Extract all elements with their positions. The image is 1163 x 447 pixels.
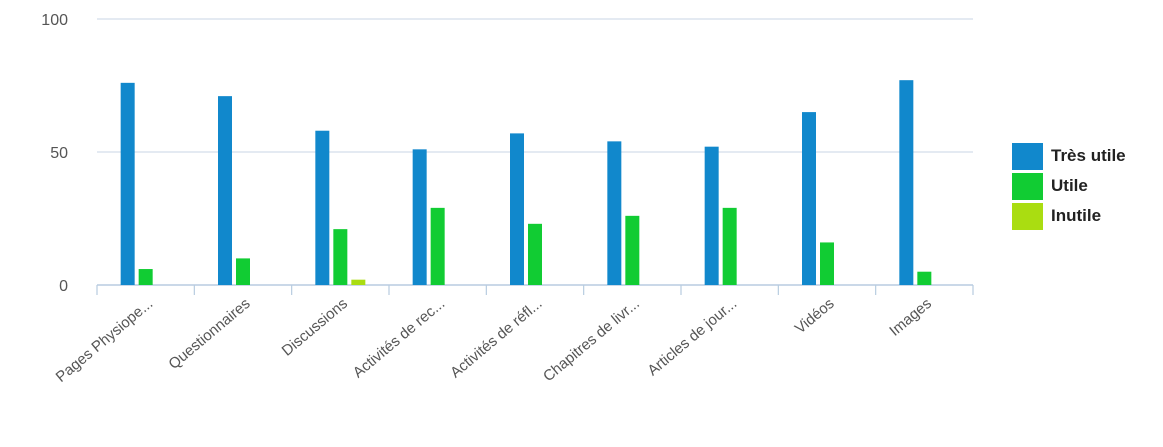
bar-utile-8[interactable] xyxy=(917,271,932,285)
x-tick-label: Discussions xyxy=(279,295,351,359)
x-tick-label: Chapitres de livr... xyxy=(540,295,643,385)
gridlines xyxy=(97,18,973,153)
x-tick-label: Questionnaires xyxy=(165,295,253,373)
bar-inutile-2[interactable] xyxy=(351,279,366,285)
x-tick-label: Vidéos xyxy=(792,295,838,337)
x-tick-label: Activités de rec... xyxy=(350,295,448,381)
x-tick-label: Images xyxy=(886,295,935,340)
bar-tr-s-utile-4[interactable] xyxy=(510,133,524,285)
axes xyxy=(96,284,974,295)
legend-swatch-utile xyxy=(1012,172,1043,200)
tick-labels: 0 50 100 Pages Physiope... Questionnaires Dis… xyxy=(41,12,935,386)
legend-swatch-inutile xyxy=(1012,202,1043,230)
legend: Très utile Utile Inutile xyxy=(1012,141,1126,231)
bar-tr-s-utile-8[interactable] xyxy=(899,80,914,286)
bar-tr-s-utile-7[interactable] xyxy=(802,112,816,285)
bar-utile-6[interactable] xyxy=(722,207,737,285)
bar-utile-0[interactable] xyxy=(138,269,153,285)
bar-tr-s-utile-1[interactable] xyxy=(218,96,232,285)
legend-label-tres-utile: Très utile xyxy=(1051,146,1126,165)
y-tick-label: 50 xyxy=(50,145,68,162)
bar-utile-7[interactable] xyxy=(820,242,834,285)
bar-utile-2[interactable] xyxy=(333,229,348,285)
legend-item-inutile[interactable]: Inutile xyxy=(1012,201,1126,231)
legend-item-utile[interactable]: Utile xyxy=(1012,171,1126,201)
legend-item-tres-utile[interactable]: Très utile xyxy=(1012,141,1126,171)
y-tick-label: 0 xyxy=(59,278,68,295)
x-tick-label: Articles de jour... xyxy=(644,295,740,379)
bar-tr-s-utile-2[interactable] xyxy=(315,130,330,285)
bar-tr-s-utile-0[interactable] xyxy=(120,82,135,285)
legend-swatch-tres-utile xyxy=(1012,142,1043,170)
x-tick-label: Activités de réfl... xyxy=(447,295,545,381)
bar-tr-s-utile-5[interactable] xyxy=(607,141,622,285)
bar-utile-1[interactable] xyxy=(236,258,250,285)
x-tick-label: Pages Physiope... xyxy=(53,295,157,386)
y-tick-label: 100 xyxy=(41,12,68,29)
bars xyxy=(120,80,932,286)
bar-tr-s-utile-3[interactable] xyxy=(412,149,427,285)
legend-label-inutile: Inutile xyxy=(1051,206,1102,225)
bar-utile-3[interactable] xyxy=(430,207,445,285)
bar-utile-4[interactable] xyxy=(528,223,542,285)
legend-label-utile: Utile xyxy=(1051,176,1088,195)
bar-tr-s-utile-6[interactable] xyxy=(704,146,719,285)
bar-utile-5[interactable] xyxy=(625,215,640,285)
